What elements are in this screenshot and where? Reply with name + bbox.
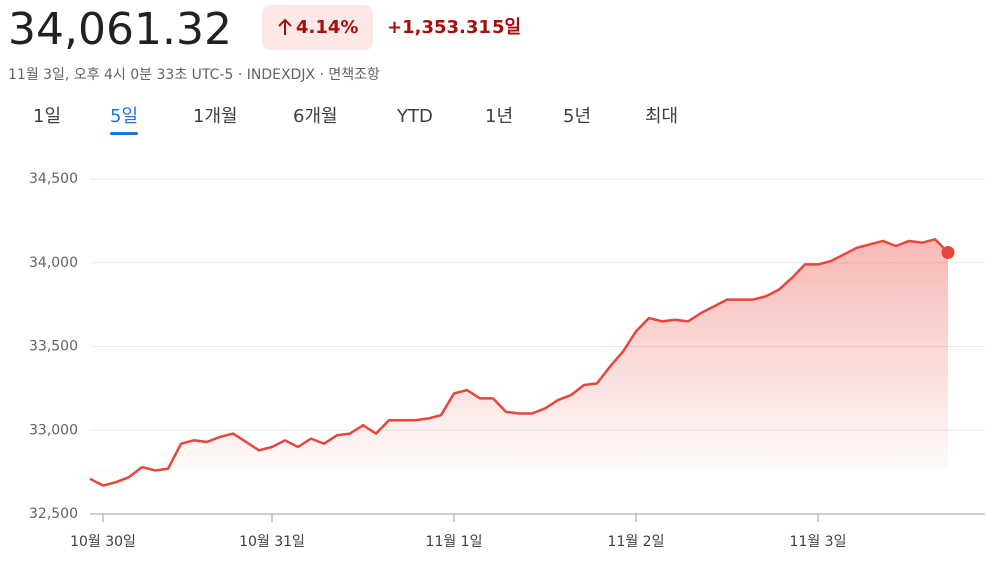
change-value: +1,353.31: [387, 17, 491, 38]
x-tick-label: 11월 3일: [790, 534, 847, 550]
range-tab[interactable]: 1년: [485, 106, 513, 127]
timestamp: 11월 3일, 오후 4시 0분 33초 UTC-5 · INDEXDJX · …: [8, 67, 380, 83]
x-tick-label: 11월 2일: [608, 534, 665, 550]
y-tick-label: 34,500: [29, 171, 78, 187]
range-tab[interactable]: 6개월: [293, 106, 338, 127]
range-tab[interactable]: 5년: [563, 106, 591, 127]
change-percent: 4.14%: [296, 17, 358, 38]
y-tick-label: 32,500: [29, 506, 78, 522]
x-tick-label: 11월 1일: [426, 534, 483, 550]
change-badge: [262, 5, 373, 50]
plot-area: 32,500 33,000 33,500 34,000 34,500 10월 30일 10월…: [29, 171, 985, 550]
range-tabs: 1일 5일 1개월 6개월 YTD 1년 5년 최대: [33, 106, 678, 135]
range-tab[interactable]: 1일: [33, 106, 61, 127]
range-tab[interactable]: 5일: [110, 106, 138, 127]
range-tab[interactable]: YTD: [396, 106, 433, 127]
range-tab[interactable]: 최대: [645, 106, 678, 127]
period: 5일: [492, 17, 521, 38]
up-arrow-icon: [278, 18, 292, 35]
y-tick-label: 33,000: [29, 422, 78, 438]
x-tick-label: 10월 31일: [239, 534, 305, 550]
x-tick-label: 10월 30일: [70, 534, 136, 550]
y-tick-label: 34,000: [29, 255, 78, 271]
area-fill: [90, 239, 948, 486]
y-tick-label: 33,500: [29, 339, 78, 355]
disclaimer-link[interactable]: 면책조항: [328, 67, 380, 83]
last-point: [941, 245, 955, 259]
timestamp-text: 11월 3일, 오후 4시 0분 33초 UTC-5 · INDEXDJX ·: [8, 67, 328, 83]
price-line: [89, 238, 949, 487]
range-tab[interactable]: 1개월: [193, 106, 238, 127]
price: 34,061.32: [8, 4, 232, 55]
tab-underline: [110, 132, 139, 135]
